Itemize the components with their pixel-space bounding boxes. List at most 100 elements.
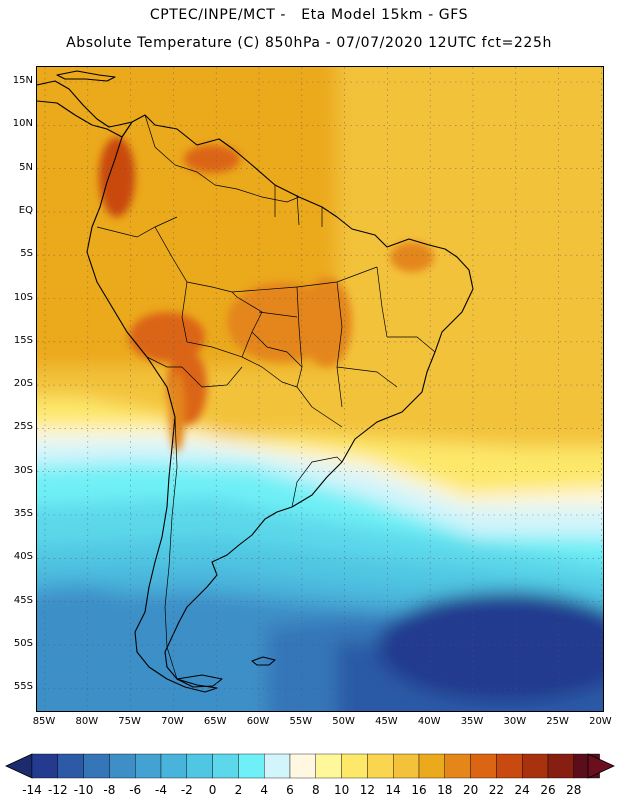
border-argentina-chile: [164, 416, 178, 680]
colorbar-label: -2: [181, 783, 193, 797]
colorbar-label: 28: [566, 783, 581, 797]
lat-label-35S: 35S: [13, 508, 33, 519]
lat-label-40S: 40S: [13, 551, 33, 563]
lat-label-15N: 15N: [12, 75, 33, 86]
colorbar-cell: [315, 753, 342, 779]
colorbar-cell: [289, 753, 316, 779]
lon-label-65W: 65W: [203, 716, 227, 727]
colorbar-cell: [57, 753, 84, 779]
brazil-state-lines: [231, 266, 436, 408]
lat-label-25S: 25S: [13, 421, 33, 433]
lon-label-45W: 45W: [375, 716, 398, 727]
lon-label-30W: 30W: [503, 716, 527, 727]
colorbar-label: 26: [540, 783, 555, 797]
lon-label-20W: 20W: [589, 716, 612, 727]
colorbar-label: -4: [155, 783, 167, 797]
lat-label-5S: 5S: [20, 248, 33, 260]
lat-label-45S: 45S: [13, 594, 33, 606]
map-subtitle: Absolute Temperature (C) 850hPa - 07/07/…: [66, 35, 552, 51]
temperature-colorbar: -14 -12 -10 -8 -6 -4 -2 0 2 4 6 8 10 12 14 16 18 20 22 24 26…: [5, 753, 615, 797]
colorbar-label: 0: [209, 783, 217, 797]
colorbar-cell: [547, 753, 574, 779]
lat-label-50S: 50S: [13, 637, 33, 649]
colorbar-label: -8: [103, 783, 115, 797]
cuba-outline: [56, 70, 116, 82]
lat-label-EQ: EQ: [18, 204, 33, 216]
lon-label-85W: 85W: [32, 716, 56, 727]
colorbar-cell: [444, 753, 471, 779]
lat-label-10N: 10N: [12, 118, 33, 130]
map-title: CPTEC/INPE/MCT - Eta Model 15km - GFS: [149, 7, 469, 23]
central-america-outline: [37, 80, 133, 138]
colorbar-label: -10: [74, 783, 94, 797]
colorbar-label: 2: [235, 783, 243, 797]
warm-spot-north-chile: [169, 372, 185, 452]
warm-spots: [99, 137, 434, 452]
colorbar-label: 12: [360, 783, 375, 797]
cold-core-southwest: [37, 587, 157, 667]
colorbar-label: 24: [515, 783, 530, 797]
lat-label-5N: 5N: [19, 161, 33, 173]
colorbar-cell: [160, 753, 187, 779]
border-uruguay: [291, 456, 343, 508]
border-venezuela-brazil: [214, 184, 300, 203]
warm-spot-northeast: [390, 242, 434, 272]
colorbar-cell: [341, 753, 368, 779]
falklands-outline: [251, 656, 276, 666]
field-band-8: [37, 427, 603, 507]
border-colombia-ecuador-peru: [96, 216, 178, 238]
colorbar-label: 16: [411, 783, 426, 797]
colorbar-under-triangle: [5, 753, 33, 779]
warm-spot-colombia: [99, 137, 135, 217]
tierra-del-fuego-outline: [176, 674, 223, 688]
field-band-2: [37, 462, 603, 562]
colorbar-cell: [212, 753, 239, 779]
colorbar-cell: [238, 753, 265, 779]
border-argentina-brazil: [296, 386, 343, 428]
lon-label-50W: 50W: [332, 716, 355, 727]
colorbar-cell: [393, 753, 420, 779]
lon-label-75W: 75W: [118, 716, 141, 727]
lat-label-15S: 15S: [13, 334, 33, 346]
border-paraguay: [241, 331, 303, 388]
lat-label-10S: 10S: [13, 291, 33, 303]
lat-label-30S: 30S: [13, 464, 33, 476]
lat-label-55S: 55S: [13, 681, 33, 693]
colorbar-cell: [470, 753, 497, 779]
border-argentina-bolivia: [181, 366, 243, 388]
colorbar-cell: [134, 753, 162, 779]
field-band-4: [37, 439, 603, 537]
colorbar-cell: [418, 753, 445, 779]
colorbar-label: -14: [22, 783, 42, 797]
colorbar-cell: [83, 753, 110, 779]
colorbar-cell: [31, 753, 58, 779]
colorbar-label: 20: [463, 783, 478, 797]
border-peru-chile: [146, 356, 182, 368]
colorbar-cell: [186, 753, 213, 779]
lon-label-80W: 80W: [75, 716, 99, 727]
lon-label-60W: 60W: [246, 716, 270, 727]
cold-core-ocean: [377, 592, 603, 702]
colorbar-label: 8: [312, 783, 320, 797]
temperature-map: [36, 66, 604, 712]
colorbar-label: 6: [286, 783, 294, 797]
lon-label-25W: 25W: [546, 716, 569, 727]
colorbar-label: 22: [489, 783, 504, 797]
colorbar-label: 10: [334, 783, 349, 797]
field-band-neg2: [37, 537, 603, 605]
country-borders: [96, 114, 436, 680]
lat-label-20S: 20S: [13, 378, 33, 390]
lon-label-40W: 40W: [417, 716, 441, 727]
colorbar-over-triangle: [587, 753, 615, 779]
warm-spot-venezuela: [184, 145, 240, 173]
colorbar-cell: [109, 753, 136, 779]
field-band-16-east: [337, 67, 603, 367]
lon-label-55W: 55W: [289, 716, 313, 727]
colorbar-label: -6: [129, 783, 141, 797]
field-band-0: [37, 497, 603, 584]
colorbar-label: 4: [260, 783, 268, 797]
colorbar-label: 18: [437, 783, 452, 797]
colorbar-label: 14: [386, 783, 401, 797]
lon-label-70W: 70W: [161, 716, 184, 727]
colorbar-cell: [367, 753, 394, 779]
